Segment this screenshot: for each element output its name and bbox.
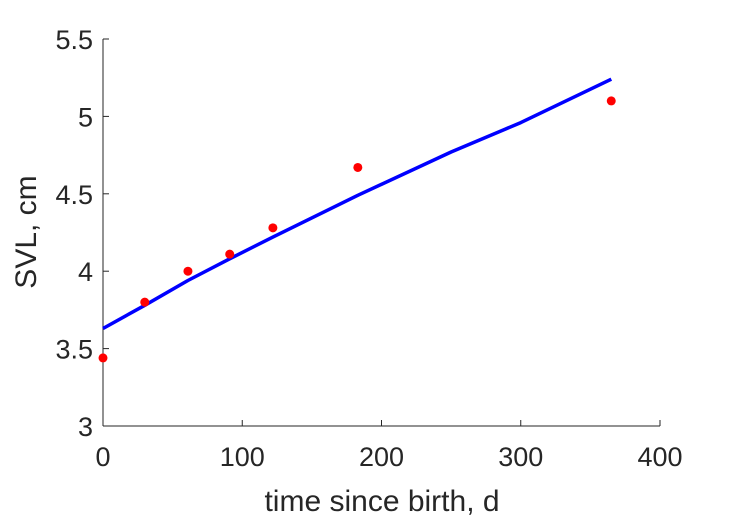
axes: 0 100 200 300 400 3 3.5 4 4.5 5 5.5 xyxy=(55,25,682,472)
x-axis-label: time since birth, d xyxy=(264,485,499,518)
data-point xyxy=(353,162,363,172)
y-tick-label: 5 xyxy=(78,102,93,132)
fit-curve xyxy=(102,77,613,331)
x-tick-label: 300 xyxy=(498,442,543,472)
x-tick-label: 0 xyxy=(95,442,110,472)
data-point xyxy=(606,96,616,106)
y-tick-label: 4.5 xyxy=(55,180,93,210)
data-point xyxy=(98,353,108,363)
data-point xyxy=(268,223,278,233)
y-tick-label: 5.5 xyxy=(55,25,93,55)
y-tick-label: 4 xyxy=(78,257,93,287)
plot-area xyxy=(98,77,616,363)
data-point xyxy=(183,266,193,276)
data-point xyxy=(225,249,235,259)
x-tick-label: 400 xyxy=(637,442,682,472)
y-tick-label: 3.5 xyxy=(55,335,93,365)
y-axis-label: SVL, cm xyxy=(10,175,43,288)
y-tick-label: 3 xyxy=(78,412,93,442)
x-tick-label: 100 xyxy=(220,442,265,472)
x-tick-label: 200 xyxy=(359,442,404,472)
data-point xyxy=(140,297,150,307)
